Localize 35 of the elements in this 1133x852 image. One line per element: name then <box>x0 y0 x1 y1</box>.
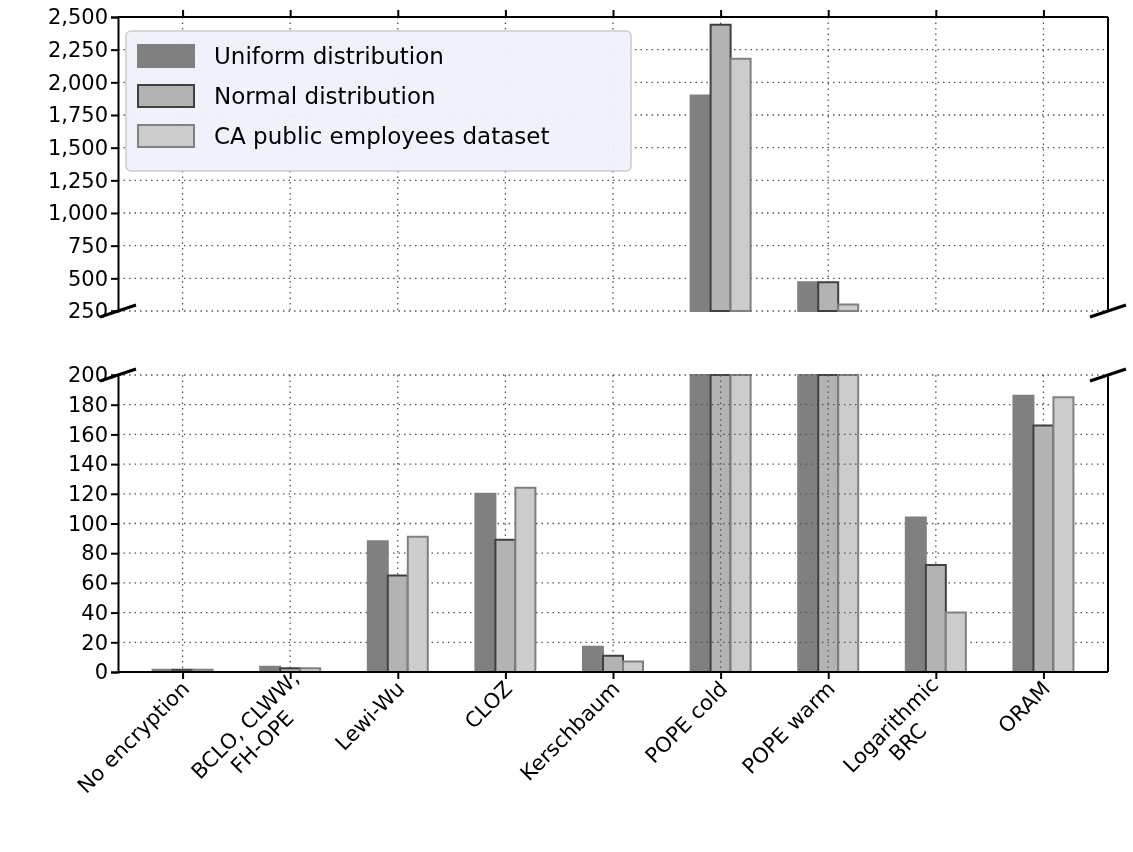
y-tick-label: 500 <box>67 266 108 291</box>
y-tick-label: 100 <box>67 511 108 536</box>
bar <box>494 538 517 672</box>
y-tick-label: 60 <box>81 571 108 596</box>
y-tick-label: 40 <box>81 600 108 625</box>
legend-label: Uniform distribution <box>214 43 444 69</box>
bar <box>1012 394 1035 672</box>
bar <box>924 564 947 672</box>
y-tick-label: 180 <box>67 392 108 417</box>
y-tick-label: 20 <box>81 630 108 655</box>
bar <box>406 535 429 672</box>
y-tick-label: 0 <box>94 660 108 685</box>
bar <box>904 516 927 672</box>
bar <box>944 611 967 672</box>
y-tick-label: 1,500 <box>47 135 108 160</box>
y-tick-label: 120 <box>67 482 108 507</box>
y-tick-label: 2,250 <box>47 37 108 62</box>
y-tick-label: 160 <box>67 422 108 447</box>
y-tick-label: 80 <box>81 541 108 566</box>
y-tick-label: 140 <box>67 452 108 477</box>
bar <box>366 540 389 672</box>
legend-label: CA public employees dataset <box>214 123 550 149</box>
bar <box>582 645 604 672</box>
y-tick-label: 2,000 <box>47 70 108 95</box>
bar <box>386 574 409 672</box>
y-tick-label: 1,000 <box>47 201 108 226</box>
y-tick-label: 1,250 <box>47 168 108 193</box>
y-tick-label: 2,500 <box>47 5 108 30</box>
y-tick-label: 750 <box>67 233 108 258</box>
bar <box>1052 396 1075 672</box>
bar <box>514 486 537 672</box>
legend-label: Normal distribution <box>214 83 436 109</box>
bar <box>474 492 497 672</box>
y-tick-label: 1,750 <box>47 103 108 128</box>
bar <box>1032 424 1055 672</box>
